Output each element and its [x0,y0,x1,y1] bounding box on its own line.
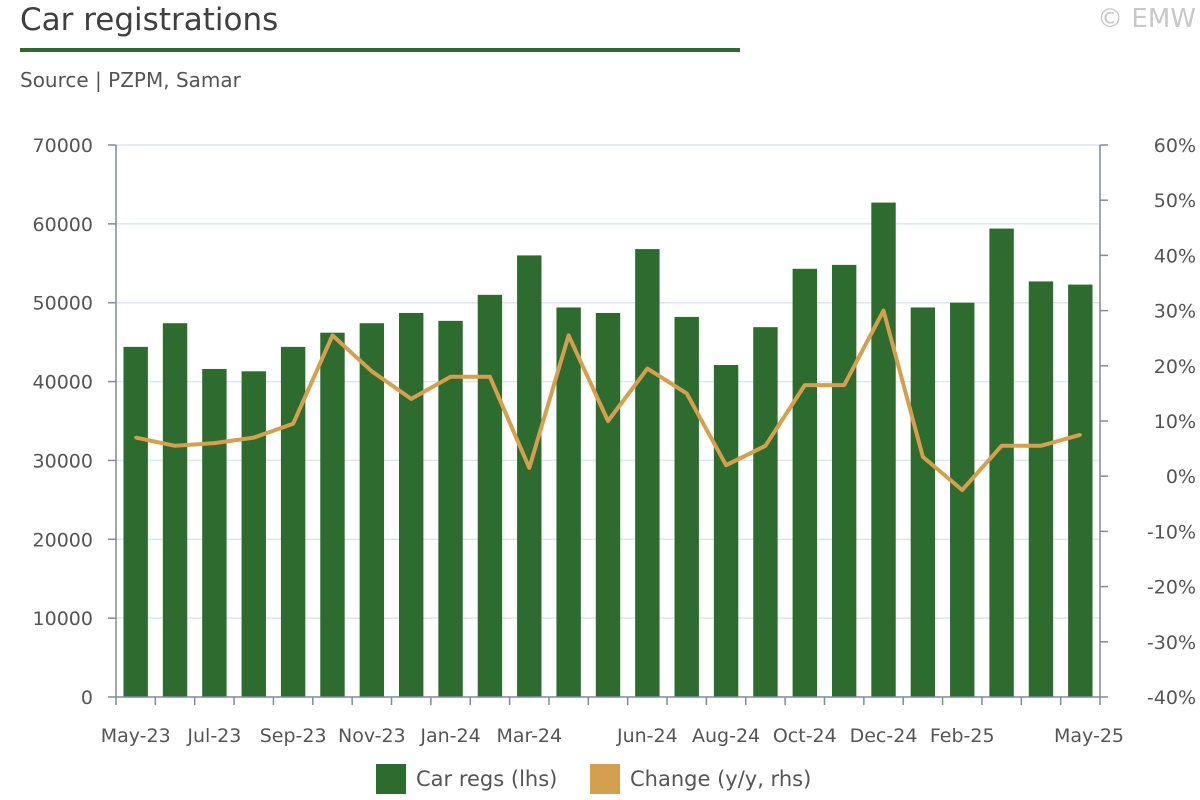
line-point [803,383,807,387]
x-tick-label: May-23 [101,725,171,747]
line-point [921,455,925,459]
legend-label-car-regs: Car regs (lhs) [416,767,558,791]
bar [320,332,345,697]
bar [123,346,148,697]
bar [280,346,306,697]
legend-swatch-bars [376,764,406,794]
line-point [173,444,177,448]
x-tick-label: Jan-24 [419,725,480,747]
legend-swatch-line [590,764,620,794]
bar [713,365,739,697]
x-tick-label: Feb-25 [930,725,995,747]
y-left-tick-label: 20000 [33,529,93,551]
bar [792,268,818,697]
line-point [685,391,689,395]
y-right-tick-label: -40% [1147,687,1196,709]
line-point [212,441,216,445]
line-point [842,383,846,387]
y-left-tick-label: 10000 [33,608,93,630]
axes [108,144,1108,705]
y-right-tick-label: 60% [1154,135,1196,157]
y-right-tick-label: 0% [1166,466,1196,488]
bar [1028,281,1054,697]
line-point [724,463,728,467]
legend-item-car-regs: Car regs (lhs) [376,764,557,794]
line-point [882,309,886,313]
title-underline [20,48,740,52]
y-right-tick-label: 50% [1154,190,1196,212]
line-point [1078,433,1082,437]
line-point [567,333,571,337]
bar [910,307,936,697]
y-right-tick-label: -30% [1147,632,1196,654]
x-tick-label: Mar-24 [496,725,562,747]
source-text: Source | PZPM, Samar [20,68,241,92]
y-left-tick-label: 30000 [33,450,93,472]
line-point [449,375,453,379]
bar [202,368,227,697]
line-point [527,466,531,470]
y-left-tick-label: 70000 [33,135,93,157]
bar [871,202,896,697]
copyright-text: © EMW [1097,4,1196,34]
x-tick-label: Aug-24 [692,725,760,747]
bar [595,312,621,697]
bar [359,323,385,697]
bar [556,307,581,697]
line-point [252,436,256,440]
chart-title: Car registrations [20,2,279,38]
y-left-tick-label: 40000 [33,372,93,394]
line-point [645,367,649,371]
line-point [370,369,374,373]
line-point [960,488,964,492]
y-right-tick-label: 10% [1154,411,1196,433]
x-tick-label: Oct-24 [773,725,837,747]
line-point [1000,444,1004,448]
line-point [330,333,334,337]
chart-area: 0 10000 20000 30000 40000 50000 60000 70000 -40%… [33,135,1196,747]
legend-item-change: Change (y/y, rhs) [590,764,811,794]
line-point [291,422,295,426]
bar [635,249,660,697]
x-tick-label: Jun-24 [616,725,678,747]
bar [950,302,975,697]
bar [477,294,503,697]
bar [162,323,188,697]
line-point [1039,444,1043,448]
bar [1068,284,1093,697]
bar-series [123,202,1093,698]
y-right-tick-label: 40% [1154,245,1196,267]
bar [517,255,542,697]
y-right-tick-label: 30% [1154,301,1196,323]
y-left-tick-label: 50000 [33,293,93,315]
y-right-tick-label: -20% [1147,577,1196,599]
y-right-tick-label: -10% [1147,521,1196,543]
bar [398,312,424,697]
line-point [763,444,767,448]
legend-label-change: Change (y/y, rhs) [630,767,812,791]
y-left-tick-label: 60000 [33,214,93,236]
line-point [134,436,138,440]
legend: Car regs (lhs) Change (y/y, rhs) [0,764,1200,800]
y-right-tick-label: 20% [1154,356,1196,378]
x-tick-label: Dec-24 [850,725,918,747]
y-left-tick-label: 0 [81,687,93,709]
x-tick-label: Nov-23 [338,725,406,747]
line-point [488,375,492,379]
x-tick-label: May-25 [1054,725,1124,747]
tick-labels: 0 10000 20000 30000 40000 50000 60000 70000 -40%… [33,135,1196,747]
bar [989,228,1014,698]
x-tick-label: Jul-23 [186,725,241,747]
bar [831,264,857,697]
line-series [134,308,1082,492]
bar [674,316,699,697]
x-tick-label: Sep-23 [260,725,327,747]
line-point [606,419,610,423]
line-point [409,397,413,401]
bar [753,327,778,697]
bar [241,371,266,697]
